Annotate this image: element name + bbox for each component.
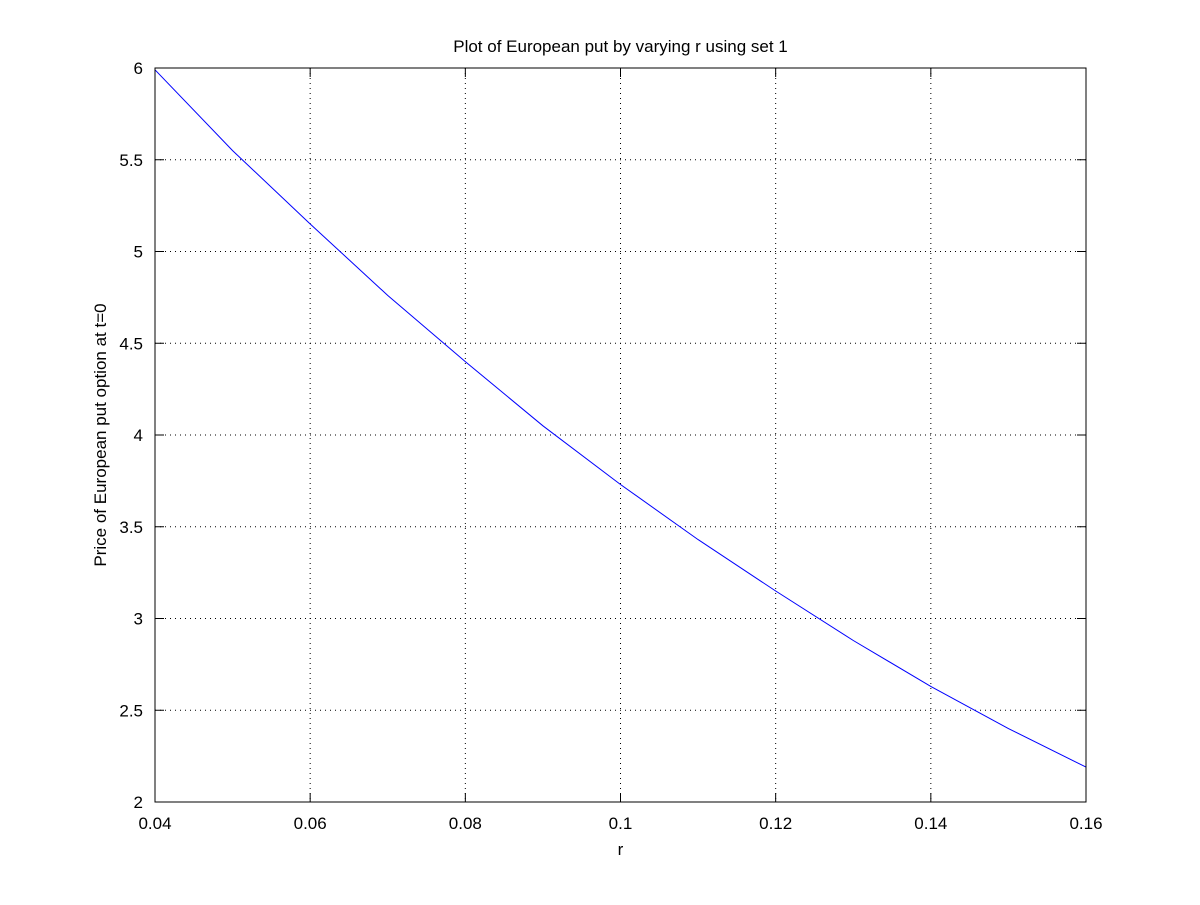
y-tick-label: 2 (134, 793, 143, 812)
series-line (154, 69, 1087, 768)
y-tick-label: 5.5 (119, 151, 143, 170)
y-tick-label: 4.5 (119, 334, 143, 353)
y-tick-label: 2.5 (119, 701, 143, 720)
y-tick-label: 6 (134, 59, 143, 78)
x-tick-label: 0.04 (138, 814, 171, 833)
series-layer (154, 69, 1087, 768)
y-tick-label: 4 (134, 426, 143, 445)
x-tick-label: 0.12 (759, 814, 792, 833)
ticks: 0.04 0.06 0.08 0.1 0.12 0.14 0.16 2 2.5 3 3.5 4 4.5 5… (119, 59, 1102, 833)
y-axis-label: Price of European put option at t=0 (91, 303, 110, 566)
y-tick-label: 3.5 (119, 518, 143, 537)
x-tick-label: 0.08 (449, 814, 482, 833)
y-tick-label: 5 (134, 243, 143, 262)
x-tick-label: 0.1 (609, 814, 633, 833)
grid (155, 68, 1086, 802)
x-tick-label: 0.06 (294, 814, 327, 833)
x-tick-label: 0.16 (1069, 814, 1102, 833)
x-axis-label: r (618, 840, 624, 859)
x-tick-label: 0.14 (914, 814, 947, 833)
chart-title: Plot of European put by varying r using … (453, 37, 788, 56)
y-tick-label: 3 (134, 610, 143, 629)
